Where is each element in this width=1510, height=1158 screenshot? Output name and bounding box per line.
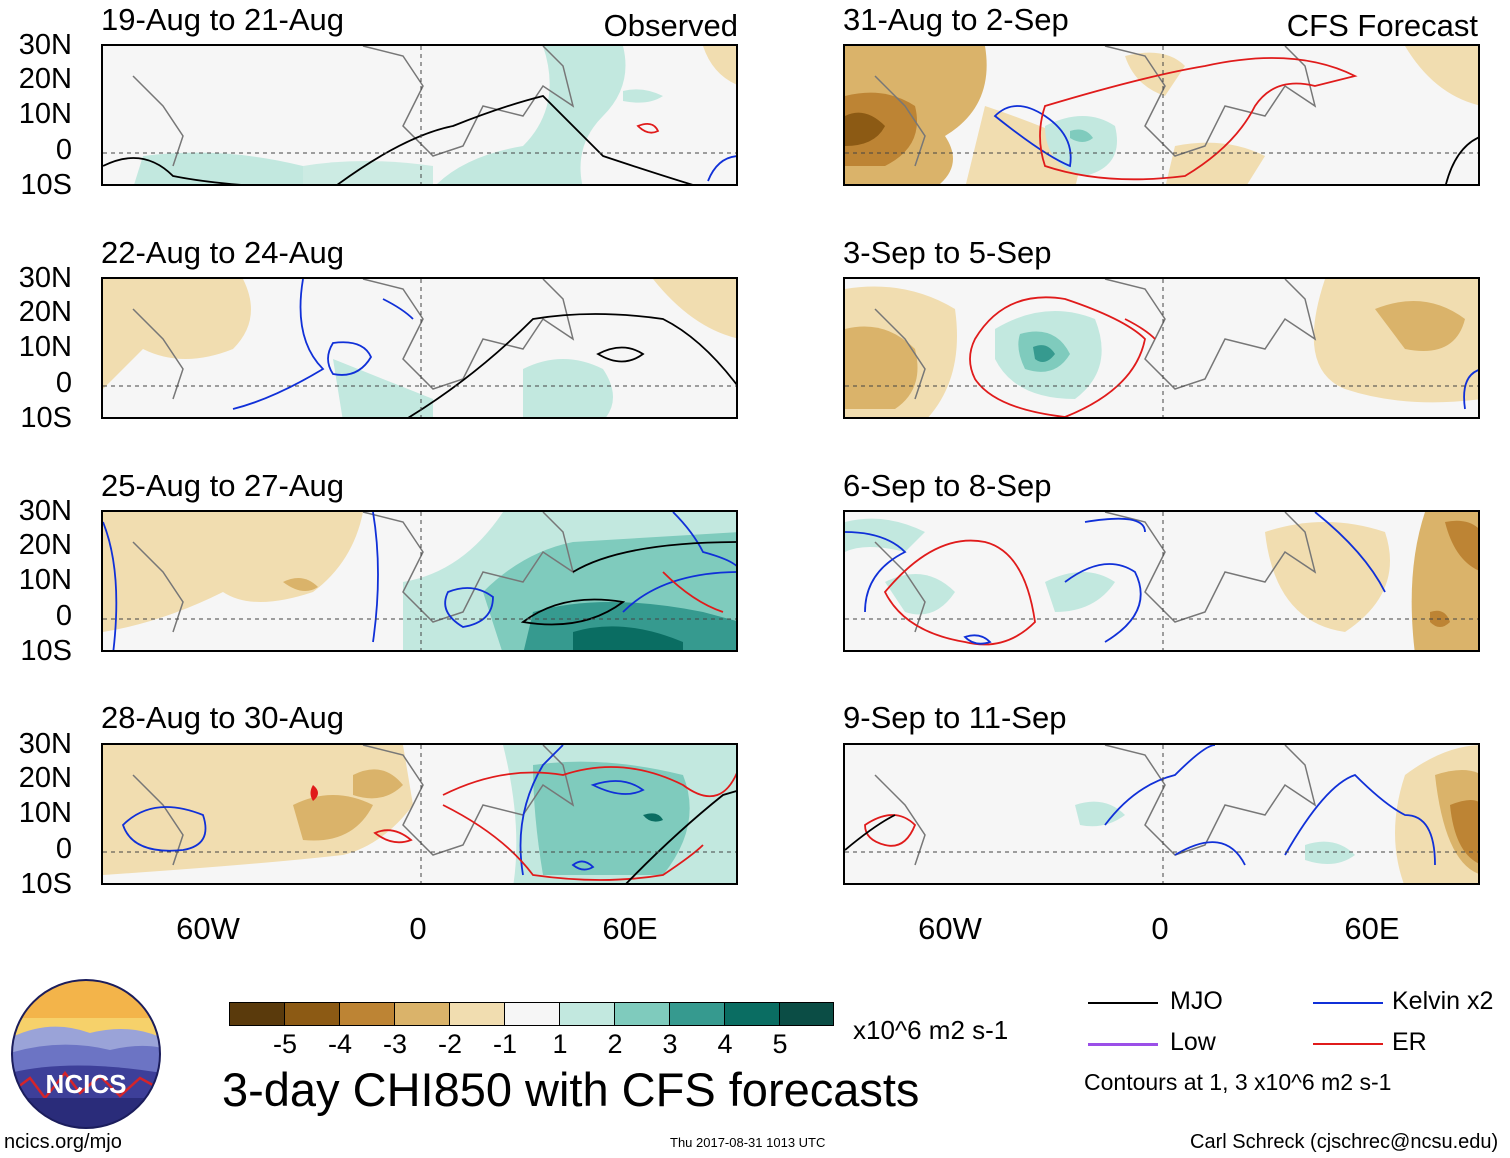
footer-author: Carl Schreck (cjschrec@ncsu.edu) bbox=[1190, 1131, 1499, 1153]
panel-title-5: 31-Aug to 2-Sep bbox=[843, 2, 1069, 37]
lon-label: 60E bbox=[602, 911, 658, 946]
map-panel-6 bbox=[843, 277, 1480, 419]
lon-label: 60W bbox=[918, 911, 982, 946]
map-panel-2 bbox=[101, 277, 738, 419]
colorbar-cell bbox=[284, 1002, 340, 1026]
panel-title-3: 25-Aug to 27-Aug bbox=[101, 468, 345, 503]
legend-line-kelvin bbox=[1313, 1002, 1383, 1004]
legend-label-mjo: MJO bbox=[1170, 987, 1223, 1015]
lat-label: 0 bbox=[55, 134, 72, 166]
colorbar-cell bbox=[779, 1002, 834, 1026]
ncics-logo: NCICS bbox=[10, 978, 162, 1130]
footer-url[interactable]: ncics.org/mjo bbox=[4, 1131, 122, 1153]
panel-title-8: 9-Sep to 11-Sep bbox=[843, 700, 1067, 735]
colorbar-tick: -5 bbox=[272, 1029, 297, 1059]
colorbar-cell bbox=[724, 1002, 780, 1026]
lon-label: 0 bbox=[409, 911, 427, 946]
colorbar-tick: 5 bbox=[772, 1029, 788, 1059]
panel-title-7: 6-Sep to 8-Sep bbox=[843, 468, 1052, 503]
lon-label: 0 bbox=[1151, 911, 1169, 946]
colorbar-tick: -1 bbox=[492, 1029, 517, 1059]
footer-timestamp: Thu 2017-08-31 1013 UTC bbox=[670, 1135, 826, 1150]
lon-label: 60W bbox=[176, 911, 240, 946]
colorbar-cell bbox=[614, 1002, 670, 1026]
map-panel-5 bbox=[843, 44, 1480, 186]
forecast-label: CFS Forecast bbox=[1286, 8, 1478, 43]
lat-label: 0 bbox=[55, 600, 72, 632]
colorbar-cell bbox=[669, 1002, 725, 1026]
lat-label: 10N bbox=[18, 797, 72, 829]
lat-label: 10S bbox=[20, 635, 72, 667]
main-title: 3-day CHI850 with CFS forecasts bbox=[222, 1063, 920, 1116]
colorbar-cell bbox=[504, 1002, 560, 1026]
colorbar-tick: -3 bbox=[382, 1029, 407, 1059]
colorbar-units: x10^6 m2 s-1 bbox=[853, 1015, 1009, 1045]
legend-line-low bbox=[1088, 1043, 1158, 1046]
lat-label: 30N bbox=[18, 728, 72, 760]
map-panel-1 bbox=[101, 44, 738, 186]
lat-label: 10S bbox=[20, 868, 72, 900]
colorbar-cell bbox=[449, 1002, 505, 1026]
lat-label: 30N bbox=[18, 29, 72, 61]
map-panel-3 bbox=[101, 510, 738, 652]
logo-text: NCICS bbox=[46, 1069, 127, 1099]
map-panel-4 bbox=[101, 743, 738, 885]
lat-label: 10N bbox=[18, 564, 72, 596]
lat-label: 10N bbox=[18, 98, 72, 130]
colorbar-cell bbox=[394, 1002, 450, 1026]
lat-label: 0 bbox=[55, 833, 72, 865]
lat-label: 30N bbox=[18, 262, 72, 294]
lat-label: 30N bbox=[18, 495, 72, 527]
lat-label: 10S bbox=[20, 402, 72, 434]
colorbar-cell bbox=[559, 1002, 615, 1026]
colorbar-tick: 4 bbox=[717, 1029, 733, 1059]
lat-label: 20N bbox=[18, 63, 72, 95]
legend-label-low: Low bbox=[1170, 1028, 1216, 1056]
panel-title-2: 22-Aug to 24-Aug bbox=[101, 235, 345, 270]
lat-label: 10N bbox=[18, 331, 72, 363]
panel-title-1: 19-Aug to 21-Aug bbox=[101, 2, 345, 37]
lat-label: 20N bbox=[18, 296, 72, 328]
lat-label: 10S bbox=[20, 169, 72, 201]
panel-title-6: 3-Sep to 5-Sep bbox=[843, 235, 1052, 270]
colorbar-tick: 3 bbox=[662, 1029, 678, 1059]
lat-label: 20N bbox=[18, 529, 72, 561]
colorbar-tick: -2 bbox=[437, 1029, 462, 1059]
colorbar-cell bbox=[339, 1002, 395, 1026]
lon-label: 60E bbox=[1344, 911, 1400, 946]
colorbar-tick: -4 bbox=[327, 1029, 352, 1059]
colorbar-cell bbox=[229, 1002, 285, 1026]
legend-note: Contours at 1, 3 x10^6 m2 s-1 bbox=[1084, 1069, 1392, 1095]
lat-label: 20N bbox=[18, 762, 72, 794]
legend-label-kelvin: Kelvin x2 bbox=[1392, 987, 1494, 1015]
legend-label-er: ER bbox=[1392, 1028, 1427, 1056]
legend-line-mjo bbox=[1088, 1002, 1158, 1004]
map-panel-8 bbox=[843, 743, 1480, 885]
panel-title-4: 28-Aug to 30-Aug bbox=[101, 700, 345, 735]
colorbar-tick: 1 bbox=[552, 1029, 568, 1059]
observed-label: Observed bbox=[603, 8, 738, 43]
colorbar-tick: 2 bbox=[607, 1029, 623, 1059]
legend-line-er bbox=[1313, 1043, 1383, 1045]
lat-label: 0 bbox=[55, 367, 72, 399]
map-panel-7 bbox=[843, 510, 1480, 652]
